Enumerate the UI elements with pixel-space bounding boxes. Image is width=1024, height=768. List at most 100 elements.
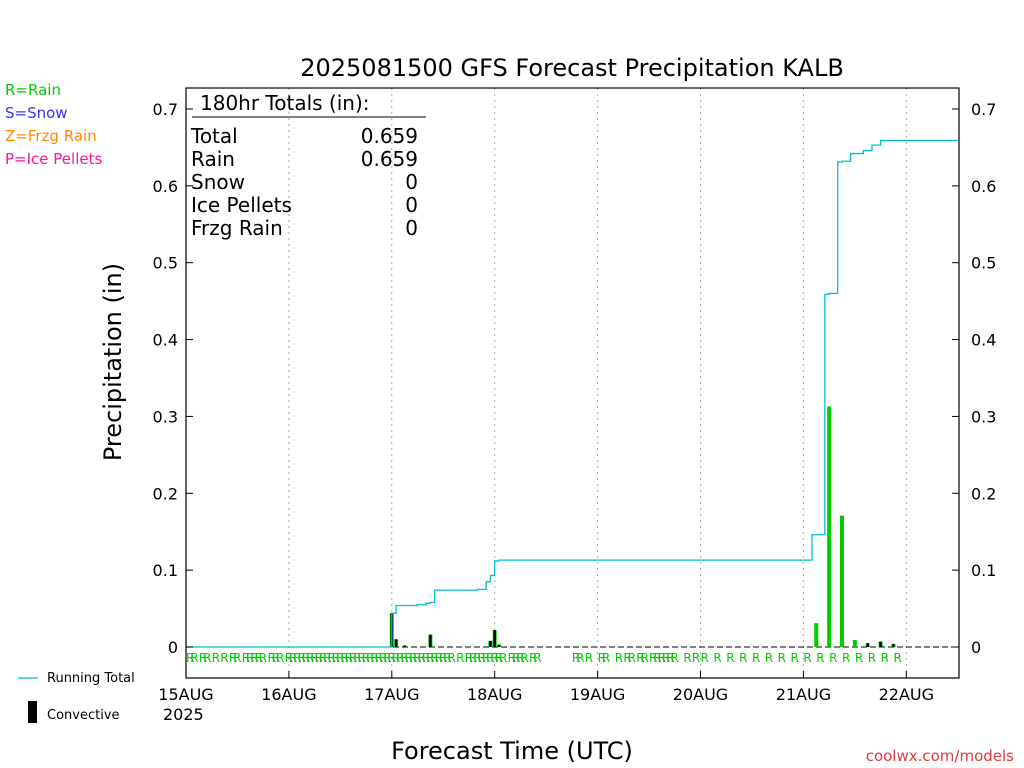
convective-bar — [403, 645, 406, 647]
ptype-mark: R — [683, 651, 691, 665]
ptype-mark: R — [473, 651, 481, 665]
x-tick-label: 16AUG — [261, 685, 316, 704]
plot-frame — [185, 87, 960, 679]
totals-box: 180hr Totals (in): Total 0.659 Rain 0.659 Sn… — [190, 91, 426, 240]
ptype-mark: R — [816, 651, 824, 665]
ptype-mark: R — [512, 651, 520, 665]
ptype-mark: R — [443, 651, 451, 665]
ptype-mark: R — [430, 651, 438, 665]
ptype-mark: R — [529, 651, 537, 665]
convective-bar — [497, 644, 501, 647]
ptype-mark: R — [778, 651, 786, 665]
ptype-mark: R — [229, 651, 237, 665]
ptype-mark: R — [640, 651, 648, 665]
totals-row-label: Total — [190, 124, 238, 148]
ptype-mark: R — [190, 651, 198, 665]
convective-bar — [879, 641, 882, 647]
ptype-mark: R — [791, 651, 799, 665]
ptype-mark: R — [486, 651, 494, 665]
ptype-mark: R — [482, 651, 490, 665]
year-label: 2025 — [163, 705, 204, 724]
y-tick-label-left: 0.7 — [153, 100, 178, 119]
ptype-mark: R — [255, 651, 263, 665]
ptype-mark: R — [508, 651, 516, 665]
ptype-mark: R — [602, 651, 610, 665]
y-axis-label: Precipitation (in) — [99, 263, 127, 461]
y-tick-label-right: 0 — [971, 638, 981, 657]
totals-heading: 180hr Totals (in): — [200, 91, 370, 115]
ptype-mark: R — [297, 651, 305, 665]
ptype-mark: R — [319, 651, 327, 665]
ptype-mark: R — [516, 651, 524, 665]
y-tick-label-right: 0.6 — [971, 177, 996, 196]
totals-row-value: 0 — [405, 170, 418, 194]
ptype-mark: R — [628, 651, 636, 665]
ptype-mark: R — [315, 651, 323, 665]
ptype-mark: R — [375, 651, 383, 665]
ptype-mark: R — [409, 651, 417, 665]
ptype-mark: R — [358, 651, 366, 665]
ptype-mark: R — [285, 651, 293, 665]
ptype-mark: R — [186, 651, 194, 665]
ptype-mark: R — [842, 651, 850, 665]
ptype-mark: R — [662, 651, 670, 665]
ptype-mark: R — [465, 651, 473, 665]
totals-row-label: Snow — [191, 170, 245, 194]
ptype-mark: R — [340, 651, 348, 665]
ptype-mark: R — [495, 651, 503, 665]
ptype-mark: R — [306, 651, 314, 665]
ptype-mark: R — [881, 651, 889, 665]
precip-bar — [852, 640, 857, 647]
convective-bar — [493, 630, 496, 647]
y-tick-label-left: 0.2 — [153, 484, 178, 503]
x-tick-label: 18AUG — [467, 685, 522, 704]
y-tick-label-left: 0.6 — [153, 177, 178, 196]
ptype-mark: R — [576, 651, 584, 665]
ptype-mark: R — [370, 651, 378, 665]
ptype-mark: R — [392, 651, 400, 665]
ptype-mark: R — [803, 651, 811, 665]
precip-bars — [389, 406, 896, 647]
ptype-mark: R — [439, 651, 447, 665]
ptype-mark: R — [572, 651, 580, 665]
convective-bar — [489, 640, 492, 647]
totals-row-label: Ice Pellets — [191, 193, 292, 217]
ptype-mark: R — [199, 651, 207, 665]
ptype-mark: R — [362, 651, 370, 665]
ptype-mark: R — [868, 651, 876, 665]
x-tick-label: 19AUG — [570, 685, 625, 704]
y-tick-label-right: 0.1 — [971, 561, 996, 580]
ptype-mark: R — [250, 651, 258, 665]
ptype-mark: R — [426, 651, 434, 665]
y-tick-label-left: 0.5 — [153, 254, 178, 273]
ptype-mark: R — [448, 651, 456, 665]
x-tick-label: 22AUG — [879, 685, 934, 704]
ptype-mark: R — [666, 651, 674, 665]
precip-bar — [839, 515, 844, 647]
ptype-mark: R — [366, 651, 374, 665]
ptype-mark: R — [413, 651, 421, 665]
convective-bar — [892, 643, 895, 647]
x-tick-label: 20AUG — [673, 685, 728, 704]
ptype-mark: R — [345, 651, 353, 665]
ptype-mark: R — [478, 651, 486, 665]
convective-label: Convective — [47, 708, 120, 723]
ptype-mark: R — [203, 651, 211, 665]
ptype-mark: R — [615, 651, 623, 665]
x-axis-ticks: 15AUG 16AUG 17AUG 18AUG 19AUG 20AUG 21AUG 22AUG — [158, 671, 934, 704]
bottom-legend: Running Total Convective — [18, 671, 135, 723]
ptype-mark: R — [692, 651, 700, 665]
ptype-mark: R — [379, 651, 387, 665]
ptype-mark: R — [302, 651, 310, 665]
ptype-mark: R — [323, 651, 331, 665]
ptype-mark: R — [456, 651, 464, 665]
ptype-mark: R — [701, 651, 709, 665]
convective-swatch — [28, 701, 37, 723]
convective-bar — [394, 639, 398, 647]
ptype-mark: R — [765, 651, 773, 665]
ptype-mark: R — [739, 651, 747, 665]
ptype-mark: R — [272, 651, 280, 665]
ptype-mark: R — [405, 651, 413, 665]
y-tick-label-right: 0.7 — [971, 100, 996, 119]
y-tick-label-left: 0.1 — [153, 561, 178, 580]
